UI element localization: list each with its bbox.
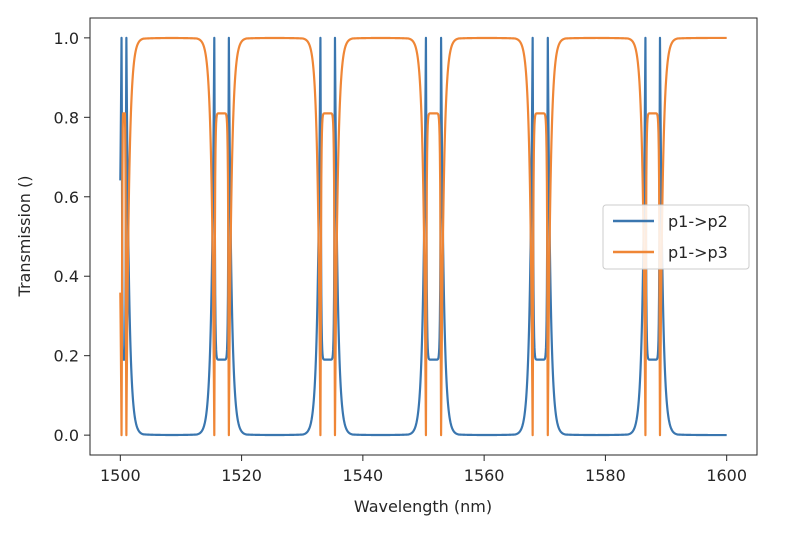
y-tick-label: 0.2 bbox=[54, 347, 79, 366]
x-tick-label: 1580 bbox=[585, 466, 626, 485]
y-axis-ticks: 0.0 0.2 0.4 0.6 0.8 1.0 bbox=[54, 29, 90, 445]
x-tick-label: 1520 bbox=[221, 466, 262, 485]
y-tick-label: 0.6 bbox=[54, 188, 79, 207]
x-tick-label: 1560 bbox=[464, 466, 505, 485]
series-line-p1-p3 bbox=[119, 36, 728, 437]
x-tick-label: 1540 bbox=[343, 466, 384, 485]
legend-label-p1-p3: p1->p3 bbox=[668, 243, 728, 262]
x-axis-ticks: 1500 1520 1540 1560 1580 1600 bbox=[100, 455, 747, 485]
x-tick-label: 1600 bbox=[706, 466, 747, 485]
legend-label-p1-p2: p1->p2 bbox=[668, 212, 728, 231]
plot-content bbox=[119, 36, 728, 437]
y-tick-label: 1.0 bbox=[54, 29, 79, 48]
y-tick-label: 0.8 bbox=[54, 108, 79, 127]
y-tick-label: 0.0 bbox=[54, 426, 79, 445]
x-tick-label: 1500 bbox=[100, 466, 141, 485]
y-axis-label: Transmission () bbox=[15, 176, 34, 298]
plot-frame bbox=[89, 17, 758, 456]
y-tick-label: 0.4 bbox=[54, 267, 79, 286]
x-axis-label: Wavelength (nm) bbox=[354, 497, 492, 516]
legend: p1->p2 p1->p3 bbox=[602, 204, 750, 270]
